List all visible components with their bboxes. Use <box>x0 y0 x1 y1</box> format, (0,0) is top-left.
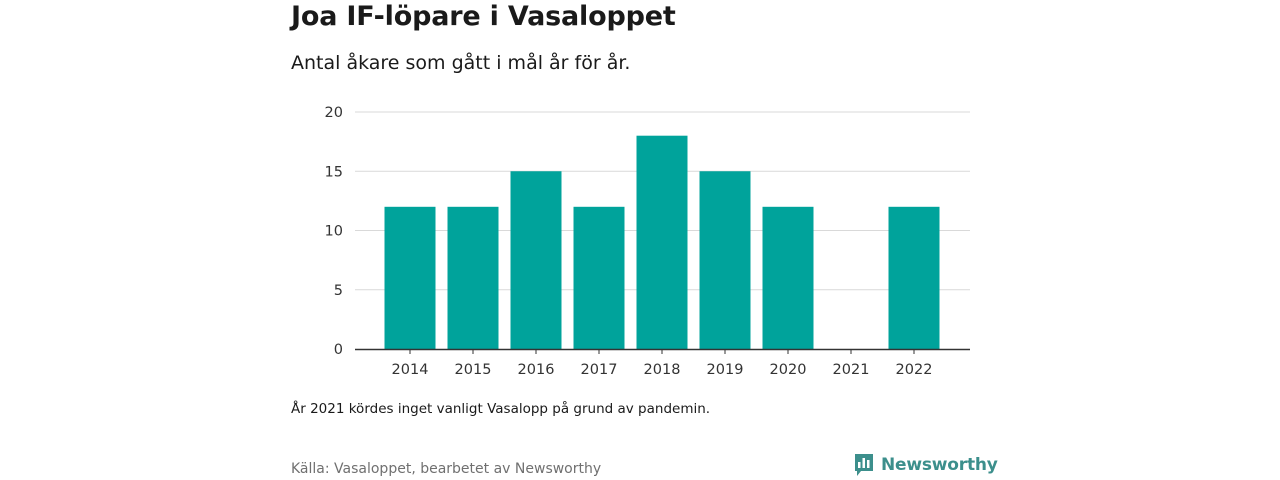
source-text: Källa: Vasaloppet, bearbetet av Newswort… <box>291 461 602 477</box>
bar-2022 <box>888 206 940 349</box>
x-tick-label: 2017 <box>581 362 618 378</box>
bar-2018 <box>636 135 688 349</box>
bar-2015 <box>447 206 499 349</box>
x-tick-label: 2018 <box>644 362 681 378</box>
y-tick-label: 15 <box>325 164 343 180</box>
x-tick-label: 2019 <box>707 362 744 378</box>
x-tick-label: 2016 <box>518 362 555 378</box>
bar-chart: 0 5 10 15 20 2014 2015 2016 2017 2018 2019 2020 2021… <box>325 105 970 378</box>
chart-note: År 2021 kördes inget vanligt Vasalopp på… <box>291 401 711 417</box>
x-tick-label: 2022 <box>896 362 933 378</box>
y-tick-label: 10 <box>325 224 343 240</box>
bar-2014 <box>384 206 436 349</box>
x-tick-label: 2015 <box>455 362 492 378</box>
chart-subtitle: Antal åkare som gått i mål år för år. <box>291 52 631 74</box>
bar-2016 <box>510 171 562 349</box>
x-tick-label: 2021 <box>833 362 870 378</box>
brand-name: Newsworthy <box>881 455 998 475</box>
newsworthy-logo-icon <box>853 452 875 478</box>
brand-logo[interactable]: Newsworthy <box>853 452 998 478</box>
bar-2020 <box>762 206 814 349</box>
x-tick-label: 2020 <box>770 362 807 378</box>
bar-2019 <box>699 171 751 349</box>
y-tick-label: 20 <box>325 105 343 121</box>
x-tick-label: 2014 <box>392 362 429 378</box>
bar-2017 <box>573 206 625 349</box>
y-tick-label: 0 <box>334 342 343 358</box>
y-tick-label: 5 <box>334 283 343 299</box>
chart-title: Joa IF-löpare i Vasaloppet <box>291 1 676 32</box>
